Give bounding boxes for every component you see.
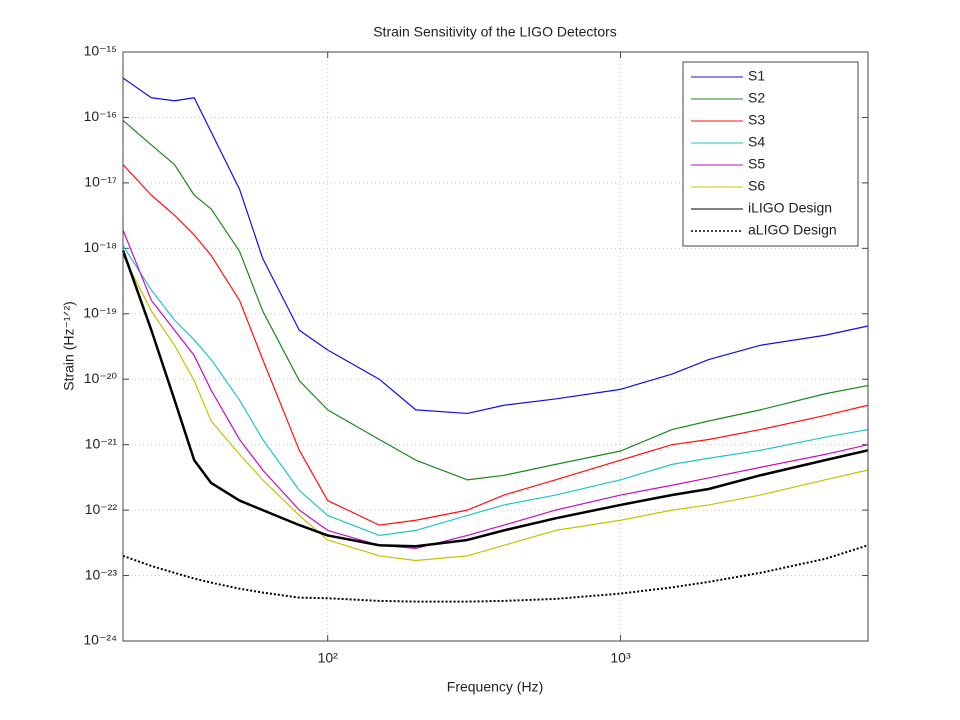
y-tick-label: 10⁻¹⁹: [83, 304, 117, 320]
chart-title: Strain Sensitivity of the LIGO Detectors: [373, 24, 617, 40]
series-line: [122, 255, 869, 562]
x-tick-label: 10²: [318, 650, 339, 666]
y-tick-label: 10⁻²⁰: [84, 370, 118, 386]
x-axis-label: Frequency (Hz): [447, 679, 543, 695]
series-line: [122, 245, 869, 537]
legend-label: S6: [748, 178, 765, 194]
legend: S1 S2 S3 S4 S5 S6 iLIGO Design aLIGO Design: [682, 61, 859, 247]
y-tick-label: 10⁻¹⁵: [84, 43, 117, 59]
y-tick-label: 10⁻²²: [85, 501, 118, 517]
y-axis-label: Strain (Hz⁻¹ᐟ²): [61, 301, 77, 391]
y-tick-label: 10⁻¹⁸: [83, 239, 117, 255]
legend-label: S2: [748, 90, 765, 106]
y-tick-label: 10⁻²⁴: [83, 632, 117, 648]
series-line: [121, 249, 869, 548]
y-tick-label: 10⁻¹⁶: [84, 108, 117, 124]
plot-frame: [122, 51, 869, 642]
y-tick-label: 10⁻²¹: [85, 435, 118, 451]
legend-box: [682, 61, 859, 247]
legend-label: S1: [748, 68, 765, 84]
y-tick-label: 10⁻¹⁷: [84, 174, 117, 190]
x-tick-label: 10³: [610, 650, 631, 666]
series-line: [122, 544, 869, 603]
series-line: [122, 77, 869, 415]
legend-label: aLIGO Design: [748, 222, 837, 238]
legend-label: S3: [748, 112, 765, 128]
y-tick-label: 10⁻²³: [85, 566, 118, 582]
legend-label: iLIGO Design: [748, 200, 832, 216]
series-line: [122, 164, 869, 526]
series-line: [122, 119, 869, 481]
legend-label: S4: [748, 134, 765, 150]
legend-label: S5: [748, 156, 765, 172]
